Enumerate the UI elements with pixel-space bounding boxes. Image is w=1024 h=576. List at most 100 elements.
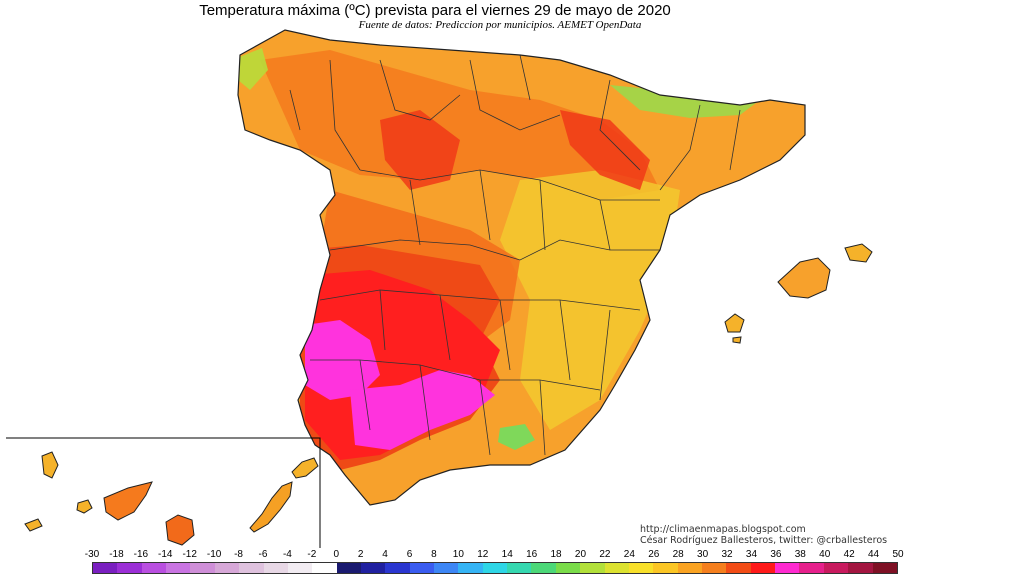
legend-swatch (823, 563, 849, 573)
legend-tick-label: -8 (234, 549, 243, 560)
island-la-gomera (76, 499, 93, 514)
legend-tick-label: 20 (574, 549, 587, 560)
legend-tick-label: 16 (526, 549, 538, 560)
island-formentera (732, 336, 742, 344)
legend-tick-label: -12 (182, 549, 197, 560)
zone-peak-guadalquivir (350, 370, 495, 450)
legend-tick-labels: -30 -18 -16 -14 -12 -10 -8 -6 -4 -2 0 2 4 6 8 10 12 14 16 1… (0, 549, 1024, 561)
legend-swatch (726, 563, 751, 573)
island-el-hierro (24, 518, 43, 532)
canary-islands-inset (6, 437, 321, 548)
legend-tick-label: 30 (697, 549, 709, 560)
legend-swatch (190, 563, 215, 573)
legend-swatch (799, 563, 824, 573)
legend-tick-label: 36 (770, 549, 782, 560)
island-tenerife (103, 481, 153, 521)
legend-tick-label: 40 (819, 549, 831, 560)
legend-swatch (507, 563, 532, 573)
legend-tick-label: -4 (282, 549, 292, 560)
legend-tick-label: -2 (307, 549, 317, 560)
zone-mild-cantabria (610, 85, 760, 118)
legend-swatch (166, 563, 191, 573)
legend-tick-label: -18 (109, 549, 124, 560)
legend-tick-label: 42 (843, 549, 855, 560)
legend-swatch (239, 563, 264, 573)
legend-tick-label: 34 (745, 549, 758, 560)
island-gran-canaria (165, 514, 195, 546)
legend-tick-label: 38 (794, 549, 806, 560)
island-la-palma (41, 451, 59, 479)
legend-swatch (287, 563, 313, 573)
legend-tick-label: -16 (133, 549, 149, 560)
legend-swatch (458, 563, 483, 573)
legend-swatch (385, 563, 410, 573)
legend-swatch (360, 563, 386, 573)
legend-swatch (580, 563, 605, 573)
island-menorca (844, 243, 873, 263)
legend-tick-label: 12 (477, 549, 489, 560)
credits: http://climaenmapas.blogspot.com César R… (640, 524, 887, 546)
legend-swatch (604, 563, 629, 573)
legend-swatch (117, 563, 142, 573)
credits-author: César Rodríguez Ballesteros, twitter: @c… (640, 535, 888, 546)
legend-tick-label: -14 (158, 549, 173, 560)
island-ibiza (724, 313, 745, 333)
zone-mild-sierra-nevada (498, 424, 535, 450)
map-subtitle: Fuente de datos: Prediccion por municipi… (358, 19, 642, 31)
legend-swatch (336, 563, 361, 573)
legend-swatch (93, 563, 118, 573)
legend-swatch (848, 563, 873, 573)
legend-swatch (531, 563, 556, 573)
legend-swatch (312, 563, 337, 573)
legend-swatch (628, 563, 654, 573)
legend-tick-label: 14 (501, 549, 513, 560)
balearic-islands (724, 243, 873, 344)
legend-swatch (482, 563, 508, 573)
legend-tick-label: 10 (452, 549, 464, 560)
legend-swatch (409, 563, 435, 573)
legend-tick-label: 22 (599, 549, 611, 560)
legend-swatch (701, 563, 727, 573)
legend-tick-label: 8 (431, 549, 437, 560)
island-mallorca (777, 257, 831, 299)
legend-swatch (653, 563, 678, 573)
legend-swatch (434, 563, 459, 573)
legend-tick-label: -6 (258, 549, 268, 560)
map-title: Temperatura máxima (ºC) prevista para el… (199, 2, 671, 19)
legend-tick-label: -10 (206, 549, 222, 560)
peninsula (237, 29, 806, 506)
province-borders (289, 54, 741, 456)
legend-swatch (555, 563, 581, 573)
zone-cool-east (500, 170, 680, 430)
zone-hot-duero (380, 110, 460, 190)
peninsula-outline (237, 29, 806, 506)
island-lanzarote (291, 457, 319, 479)
legend-swatch (214, 563, 240, 573)
legend-tick-label: 18 (550, 549, 562, 560)
legend-tick-label: 26 (648, 549, 660, 560)
temperature-map (6, 29, 873, 548)
legend-swatch (263, 563, 288, 573)
legend-tick-label: 6 (406, 549, 413, 560)
zone-mild-galicia (238, 48, 268, 90)
zone-hot-ebro (560, 110, 650, 190)
inset-border (6, 437, 321, 548)
legend-tick-label: 0 (333, 549, 340, 560)
legend-swatch (141, 563, 167, 573)
island-fuerteventura (249, 481, 293, 533)
legend-swatch (775, 563, 800, 573)
legend-tick-label: 44 (868, 549, 880, 560)
legend-swatch (750, 563, 776, 573)
legend-swatch (872, 563, 897, 573)
credits-website[interactable]: http://climaenmapas.blogspot.com (640, 524, 806, 535)
zone-hot-north (260, 50, 660, 200)
legend-tick-label: 32 (721, 549, 733, 560)
legend-tick-label: 28 (672, 549, 684, 560)
legend-tick-label: 4 (382, 549, 388, 560)
legend-tick-label: -30 (84, 549, 100, 560)
legend-tick-label: 24 (623, 549, 635, 560)
legend-swatch (677, 563, 702, 573)
legend-tick-label: 2 (357, 549, 364, 560)
legend-tick-label: 50 (892, 549, 904, 560)
temperature-legend-bar (92, 562, 898, 574)
